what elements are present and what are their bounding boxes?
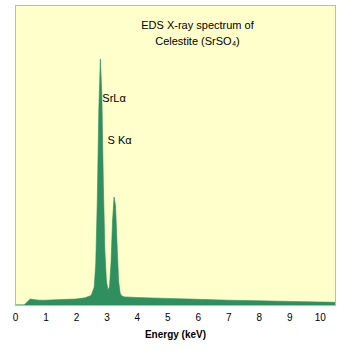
svg-text:8: 8	[257, 312, 263, 323]
svg-text:SrLα: SrLα	[102, 92, 126, 104]
svg-text:7: 7	[226, 312, 232, 323]
svg-text:5: 5	[165, 312, 171, 323]
svg-text:1: 1	[43, 312, 49, 323]
svg-text:S Kα: S Kα	[108, 134, 133, 146]
svg-text:10: 10	[315, 312, 327, 323]
svg-text:4: 4	[135, 312, 141, 323]
svg-text:9: 9	[287, 312, 293, 323]
svg-text:2: 2	[74, 312, 80, 323]
svg-text:6: 6	[196, 312, 202, 323]
svg-text:0: 0	[13, 312, 19, 323]
svg-text:3: 3	[104, 312, 110, 323]
svg-text:EDS X-ray spectrum ofCelestite: EDS X-ray spectrum ofCelestite (SrSO₄)	[141, 19, 254, 47]
svg-text:Energy (keV): Energy (keV)	[145, 329, 206, 340]
